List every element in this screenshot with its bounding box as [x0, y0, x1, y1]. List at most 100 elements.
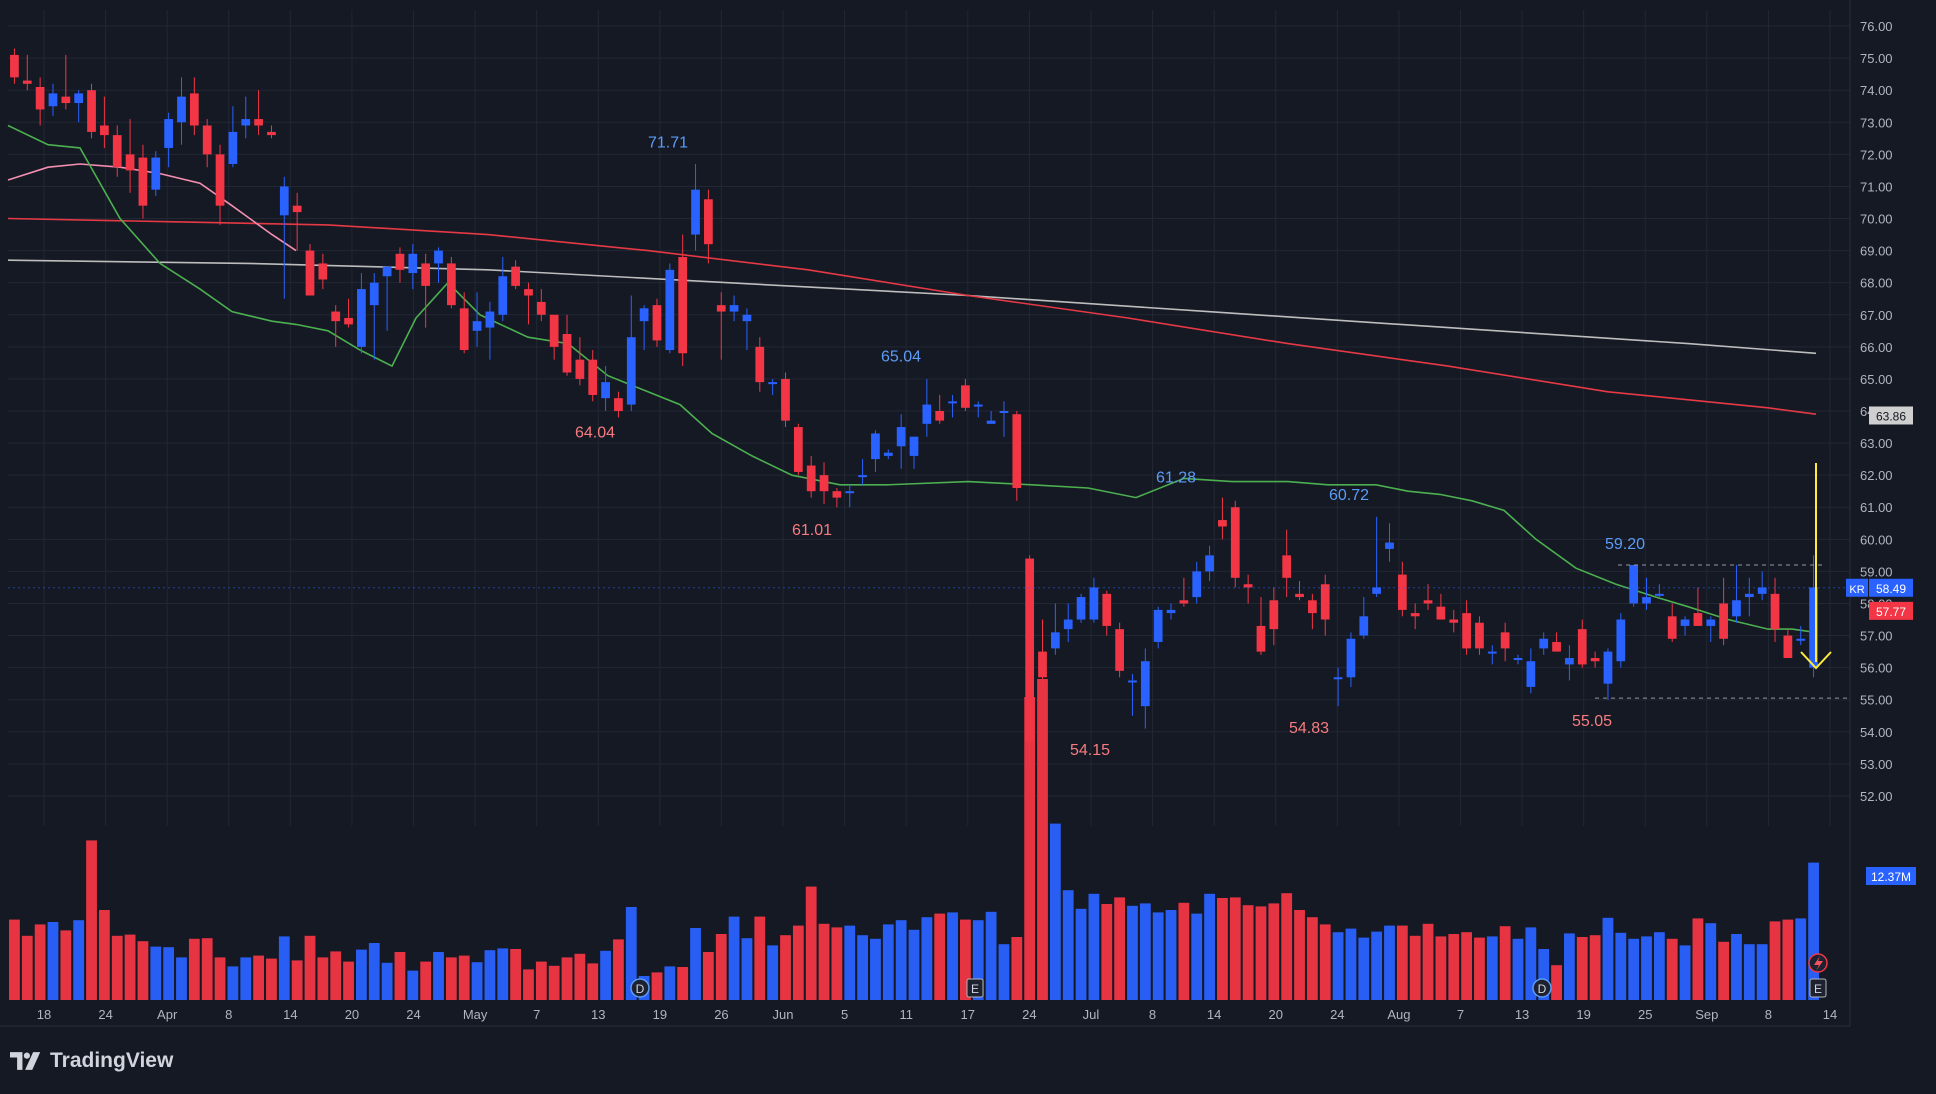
candle-body	[396, 254, 405, 270]
volume-bar	[1140, 903, 1151, 1000]
candle-body	[910, 437, 919, 456]
volume-bar	[292, 960, 303, 1000]
candle-body	[730, 305, 739, 311]
candle-body	[1231, 507, 1240, 578]
volume-bar	[1628, 939, 1639, 1000]
x-tick-label: 24	[1330, 1007, 1344, 1022]
candle-body	[87, 90, 96, 132]
candle-body	[1526, 661, 1535, 687]
earnings-marker[interactable]: E	[1810, 979, 1826, 997]
volume-badge[interactable]: 12.37M	[1866, 867, 1916, 885]
candle-body	[576, 360, 585, 379]
volume-bar	[703, 952, 714, 1000]
volume-bar	[1333, 932, 1344, 1000]
volume-bar	[690, 928, 701, 1000]
volume-bar	[9, 920, 20, 1000]
candle-body	[1642, 597, 1651, 603]
candle-body	[1668, 616, 1677, 638]
ma-value-badge[interactable]: 57.77	[1869, 602, 1913, 620]
candle-body	[1295, 594, 1304, 597]
dividend-marker[interactable]: D	[631, 979, 649, 997]
candle-body	[845, 491, 854, 493]
x-tick-label: 14	[1823, 1007, 1837, 1022]
candle-body	[665, 270, 674, 350]
candle-body	[486, 312, 495, 328]
y-tick-label: 72.00	[1860, 147, 1893, 162]
volume-bar	[279, 936, 290, 1000]
x-tick-label: 8	[225, 1007, 232, 1022]
volume-bar	[909, 930, 920, 1000]
x-tick-label: 24	[406, 1007, 420, 1022]
candle-body	[293, 206, 302, 212]
tradingview-brand[interactable]: TradingView	[10, 1049, 173, 1073]
candle-body	[126, 154, 135, 170]
candle-body	[421, 263, 430, 285]
candle	[306, 244, 315, 295]
candle-body	[922, 405, 931, 424]
x-tick-label: 19	[653, 1007, 667, 1022]
volume-bar	[652, 972, 663, 1000]
candle-body	[113, 135, 122, 167]
candle-body	[820, 475, 829, 491]
candle-body	[1694, 613, 1703, 626]
volume-bar	[716, 934, 727, 1000]
y-tick-label: 74.00	[1860, 83, 1893, 98]
volume-bar	[806, 887, 817, 1000]
candle-body	[1064, 620, 1073, 630]
x-tick-label: Sep	[1695, 1007, 1718, 1022]
candle-body	[74, 93, 83, 103]
y-tick-label: 66.00	[1860, 340, 1893, 355]
y-tick-label: 62.00	[1860, 468, 1893, 483]
earnings-marker[interactable]: E	[967, 979, 983, 997]
volume-bar	[1680, 945, 1691, 1000]
candle-body	[935, 411, 944, 421]
volume-bar	[1461, 932, 1472, 1000]
lightning-marker[interactable]	[1809, 954, 1827, 972]
x-tick-label: 26	[714, 1007, 728, 1022]
candle-body	[357, 289, 366, 347]
volume-bar	[1294, 910, 1305, 1000]
low-price-label: 61.01	[792, 522, 832, 539]
volume-bar	[73, 920, 84, 1000]
volume-bar	[99, 910, 110, 1000]
candle-body	[100, 125, 109, 135]
candle-body	[1437, 607, 1446, 620]
y-tick-label: 71.00	[1860, 179, 1893, 194]
volume-bar	[934, 914, 945, 1000]
volume-bar	[369, 943, 380, 1000]
low-price-label: 54.83	[1289, 720, 1329, 737]
y-tick-label: 61.00	[1860, 500, 1893, 515]
volume-bar	[767, 945, 778, 1000]
axis-badge-text: 63.86	[1876, 409, 1906, 423]
x-tick-label: 24	[98, 1007, 112, 1022]
volume-bar	[896, 920, 907, 1000]
volume-bar	[433, 952, 444, 1000]
candle-body	[1475, 623, 1484, 649]
ma-200-badge[interactable]: 63.86	[1869, 406, 1913, 424]
candle-body	[524, 289, 533, 295]
volume-bar	[1654, 932, 1665, 1000]
candle-body	[151, 158, 160, 190]
y-tick-label: 68.00	[1860, 276, 1893, 291]
volume-bar	[831, 927, 842, 1000]
candle-body	[550, 315, 559, 347]
x-tick-label: 11	[899, 1007, 913, 1022]
candle-body	[1038, 652, 1047, 678]
y-tick-label: 52.00	[1860, 789, 1893, 804]
candle-body	[1347, 639, 1356, 677]
dividend-marker[interactable]: D	[1533, 979, 1551, 997]
candle-body	[280, 186, 289, 215]
volume-bar	[330, 951, 341, 1000]
volume-bar	[420, 962, 431, 1000]
candle	[1629, 565, 1638, 607]
volume-bar	[600, 951, 611, 1000]
candle-body	[974, 405, 983, 407]
volume-bar	[1281, 893, 1292, 1000]
volume-bar	[870, 939, 881, 1000]
candle-body	[961, 385, 970, 407]
y-tick-label: 54.00	[1860, 725, 1893, 740]
volume-bar	[613, 939, 624, 1000]
